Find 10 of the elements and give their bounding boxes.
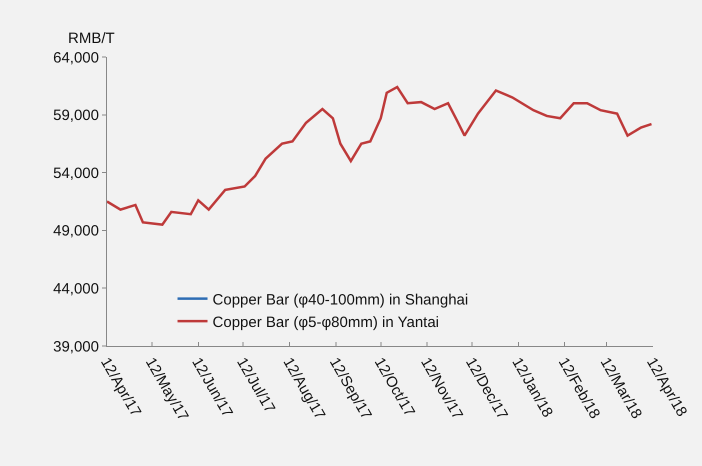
y-tick-label: 59,000 [53, 107, 99, 124]
legend-label: Copper Bar (φ5-φ80mm) in Yantai [212, 314, 440, 331]
y-tick-label: 49,000 [53, 222, 99, 240]
y-tick-label: 54,000 [53, 164, 99, 182]
legend-label: Copper Bar (φ40-100mm) in Shanghai [212, 291, 468, 308]
y-tick-label: 39,000 [53, 338, 99, 356]
y-axis-title: RMB/T [68, 30, 115, 47]
y-tick-label: 44,000 [53, 280, 99, 298]
line-series [107, 86, 653, 226]
y-tick-label: 64,000 [53, 49, 99, 66]
